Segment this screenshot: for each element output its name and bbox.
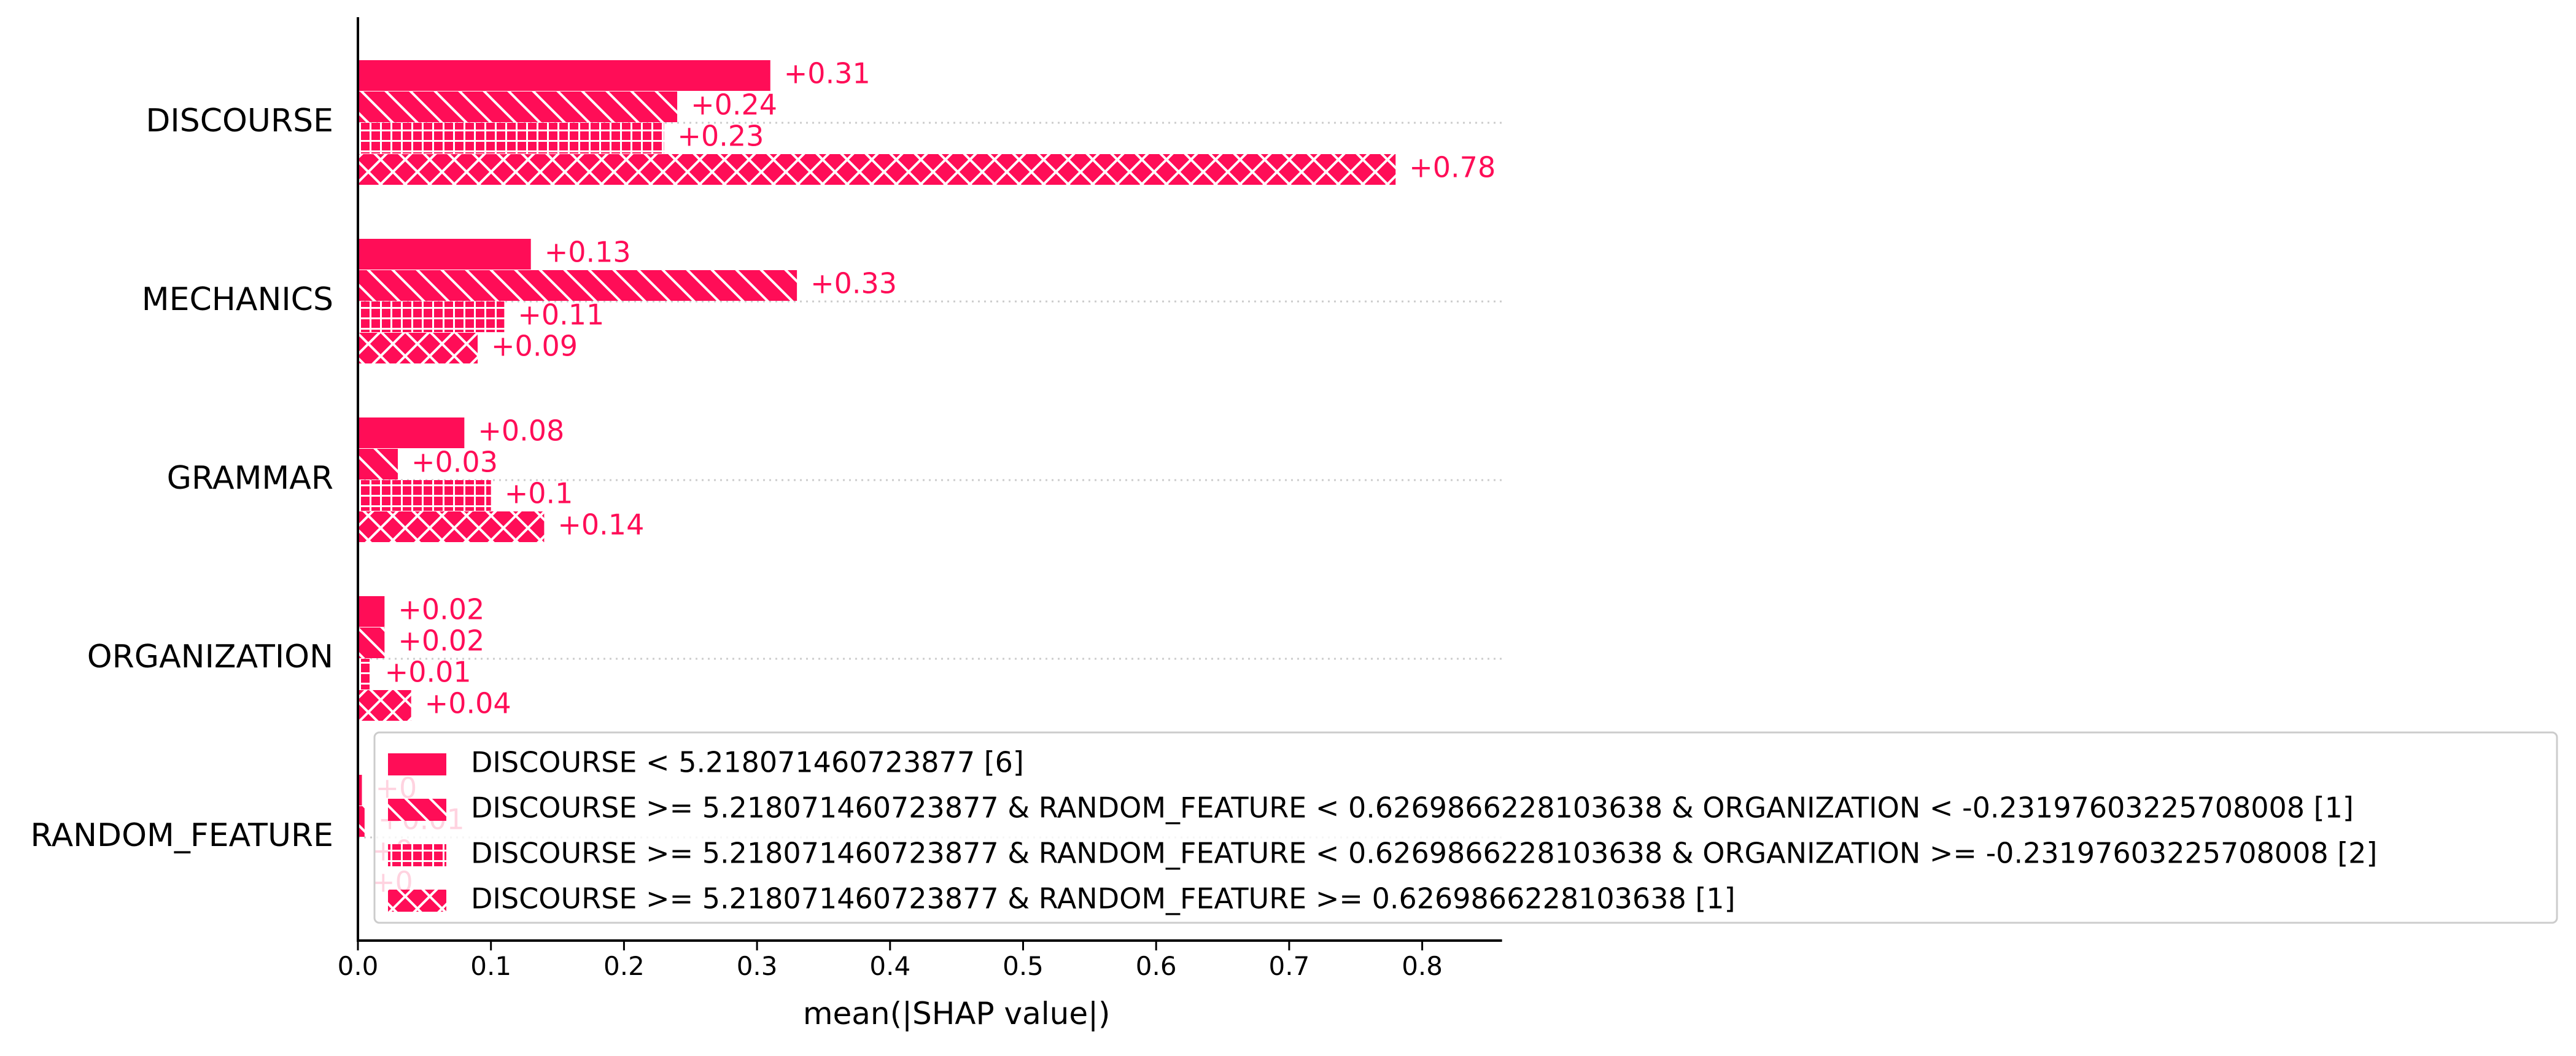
value-label-discourse-series-4: +0.78 [1409,151,1496,184]
y-label-discourse: DISCOURSE [145,103,333,139]
bar-discourse-series-2 [358,91,678,122]
bar-organization-series-4 [358,690,411,721]
x-tick-label-4: 0.4 [869,951,910,981]
bar-discourse-series-4 [358,154,1396,185]
bar-grammar-series-4 [358,511,545,542]
value-label-mechanics-series-4: +0.09 [491,330,578,363]
axes-layer: 0.0 0.1 0.2 0.3 0.4 0.5 0.6 0.7 0.8 mean(|SHAP va… [338,17,1502,1031]
bar-discourse-series-3 [358,123,664,153]
x-tick-label-5: 0.5 [1003,951,1044,981]
bar-grammar-series-2 [358,449,398,479]
bar-mechanics-series-4 [358,333,478,363]
value-label-discourse-series-1: +0.31 [784,57,871,90]
bar-discourse-series-1 [358,60,770,91]
x-tick-label-3: 0.3 [737,951,778,981]
bar-organization-series-3 [358,659,371,689]
value-label-grammar-series-1: +0.08 [478,414,564,448]
value-label-discourse-series-3: +0.23 [677,120,764,153]
bar-organization-series-1 [358,596,385,627]
value-label-discourse-series-2: +0.24 [691,88,777,122]
legend-swatch-1 [388,753,446,775]
value-label-mechanics-series-3: +0.11 [518,298,604,332]
value-label-organization-series-4: +0.04 [425,687,511,720]
y-label-organization: ORGANIZATION [87,639,333,675]
x-tick-label-2: 0.2 [603,951,645,981]
y-label-grammar: GRAMMAR [167,460,333,497]
value-label-mechanics-series-1: +0.13 [545,236,631,269]
y-label-random-feature: RANDOM_FEATURE [31,817,333,854]
x-axis-title: mean(|SHAP value|) [803,996,1111,1031]
legend-swatch-3 [388,844,446,866]
y-axis-labels: DISCOURSE MECHANICS GRAMMAR ORGANIZATION RAN… [31,103,333,854]
y-label-mechanics: MECHANICS [142,281,333,318]
x-tick-label-7: 0.7 [1269,951,1310,981]
bar-random-feature-series-1 [358,775,362,806]
x-tick-label-0: 0.0 [338,951,379,981]
bar-mechanics-series-3 [358,301,505,332]
bar-mechanics-series-2 [358,270,797,301]
legend-box [373,731,2558,924]
bar-grammar-series-3 [358,480,491,511]
x-tick-label-1: 0.1 [470,951,511,981]
value-label-organization-series-2: +0.02 [398,624,484,658]
legend-label-2: DISCOURSE >= 5.218071460723877 & RANDOM_… [471,791,2354,825]
legend-label-4: DISCOURSE >= 5.218071460723877 & RANDOM_… [471,882,1736,915]
legend-swatch-4 [388,890,446,912]
legend: DISCOURSE < 5.218071460723877 [6] DISCOUR… [373,731,2558,924]
legend-label-3: DISCOURSE >= 5.218071460723877 & RANDOM_… [471,837,2377,870]
legend-swatch-2 [388,799,446,821]
value-label-grammar-series-3: +0.1 [505,477,573,510]
bars-layer [358,60,1396,837]
bar-random-feature-series-2 [358,806,365,837]
value-label-grammar-series-2: +0.03 [411,446,498,479]
bar-organization-series-2 [358,627,385,658]
legend-label-1: DISCOURSE < 5.218071460723877 [6] [471,746,1024,779]
value-label-grammar-series-4: +0.14 [557,508,644,542]
x-tick-label-8: 0.8 [1402,951,1443,981]
x-tick-label-6: 0.6 [1136,951,1177,981]
bar-grammar-series-1 [358,417,465,448]
value-label-mechanics-series-2: +0.33 [810,267,897,300]
value-label-organization-series-1: +0.02 [398,593,484,626]
bar-mechanics-series-1 [358,239,531,270]
value-label-organization-series-3: +0.01 [385,656,471,689]
